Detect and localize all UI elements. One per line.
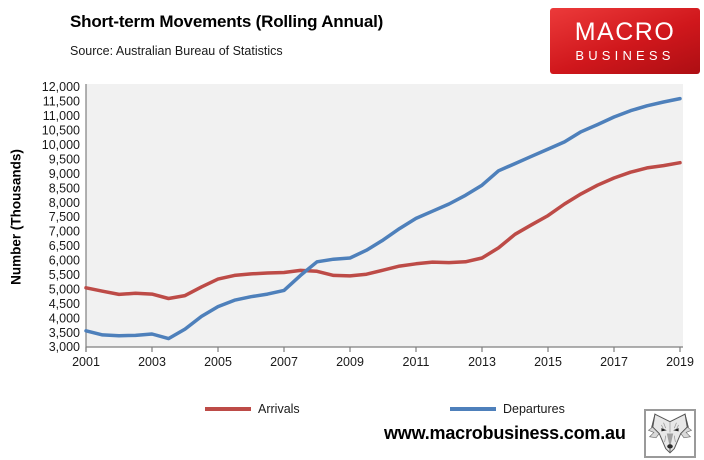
y-tick-label: 7,000 bbox=[49, 225, 80, 239]
y-tick-label: 7,500 bbox=[49, 210, 80, 224]
departures-legend-label: Departures bbox=[503, 402, 565, 416]
y-tick-label: 6,500 bbox=[49, 239, 80, 253]
y-tick-label: 11,500 bbox=[43, 95, 80, 109]
arrivals-line-swatch bbox=[205, 407, 251, 411]
y-tick-label: 5,000 bbox=[49, 282, 80, 296]
departures-line-swatch bbox=[450, 407, 496, 411]
y-tick-label: 9,000 bbox=[49, 167, 80, 181]
legend-item-departures: Departures bbox=[450, 402, 565, 416]
y-tick-label: 5,500 bbox=[49, 268, 80, 282]
website-url: www.macrobusiness.com.au bbox=[384, 423, 626, 443]
arrivals-line bbox=[84, 160, 682, 301]
x-tick-label: 2017 bbox=[600, 355, 628, 369]
x-tick-label: 2013 bbox=[468, 355, 496, 369]
wolf-logo-frame bbox=[644, 409, 696, 458]
y-tick-label: 3,000 bbox=[49, 340, 80, 354]
plot-area bbox=[86, 84, 683, 347]
wolf-head-icon bbox=[647, 413, 693, 454]
arrivals-legend-label: Arrivals bbox=[258, 402, 300, 416]
y-tick-label: 12,000 bbox=[42, 80, 80, 94]
y-tick-label: 9,500 bbox=[49, 152, 80, 166]
x-tick-label: 2005 bbox=[204, 355, 232, 369]
y-tick-label: 4,500 bbox=[49, 297, 80, 311]
departures-line bbox=[84, 96, 682, 341]
y-tick-label: 4,000 bbox=[49, 311, 80, 325]
y-tick-label: 10,000 bbox=[42, 138, 80, 152]
x-tick-label: 2015 bbox=[534, 355, 562, 369]
y-tick-label: 8,000 bbox=[49, 196, 80, 210]
y-tick-label: 6,000 bbox=[49, 254, 80, 268]
chart-source: Source: Australian Bureau of Statistics bbox=[70, 44, 283, 58]
x-tick-label: 2007 bbox=[270, 355, 298, 369]
y-tick-label: 11,000 bbox=[43, 109, 80, 123]
x-tick-label: 2019 bbox=[666, 355, 694, 369]
x-tick-label: 2009 bbox=[336, 355, 364, 369]
chart-title: Short-term Movements (Rolling Annual) bbox=[70, 12, 384, 31]
x-tick-label: 2001 bbox=[72, 355, 100, 369]
y-tick-label: 10,500 bbox=[42, 124, 80, 138]
macrobusiness-logo-line2: BUSINESS bbox=[575, 48, 675, 63]
x-tick-label: 2011 bbox=[403, 355, 430, 369]
legend-item-arrivals: Arrivals bbox=[205, 402, 300, 416]
y-tick-label: 3,500 bbox=[49, 326, 80, 340]
macrobusiness-logo-line1: MACRO bbox=[574, 18, 676, 46]
macrobusiness-logo: MACRO BUSINESS bbox=[550, 8, 700, 74]
y-tick-label: 8,500 bbox=[49, 181, 80, 195]
x-tick-label: 2003 bbox=[138, 355, 166, 369]
